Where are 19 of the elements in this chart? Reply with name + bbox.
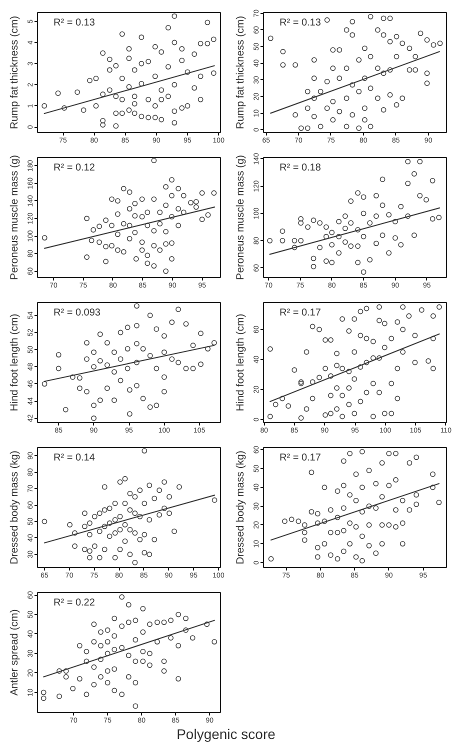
y-axis-title: Hind foot length (cm) bbox=[8, 314, 20, 412]
annotation: R² = 0.14 bbox=[54, 452, 96, 464]
x-axis-title: Polygenic score bbox=[176, 725, 276, 743]
y-axis-title: Dressed body mass (kg) bbox=[234, 450, 246, 564]
annotation: R² = 0.17 bbox=[280, 308, 322, 318]
annotation: R² = 0.12 bbox=[54, 162, 96, 174]
annotation: R² = 0.13 bbox=[280, 18, 322, 28]
y-axis-title: Rump fat thickness (cm) bbox=[8, 16, 20, 130]
y-axis-title: Peroneus muscle mass (g) bbox=[8, 155, 20, 280]
annotation: R² = 0.093 bbox=[54, 308, 101, 318]
y-axis-title: Antler spread (cm) bbox=[8, 609, 20, 696]
y-axis-title: Dressed body mass (kg) bbox=[8, 450, 20, 564]
annotation: R² = 0.18 bbox=[280, 162, 322, 174]
annotation: R² = 0.13 bbox=[54, 18, 96, 28]
annotation: R² = 0.17 bbox=[280, 452, 322, 464]
annotation: R² = 0.22 bbox=[54, 598, 96, 608]
y-axis-title: Rump fat thickness (cm) bbox=[234, 16, 246, 130]
y-axis-title: Peroneus muscle mass (g) bbox=[234, 155, 246, 280]
y-axis-title: Hind foot length (cm) bbox=[234, 314, 246, 412]
